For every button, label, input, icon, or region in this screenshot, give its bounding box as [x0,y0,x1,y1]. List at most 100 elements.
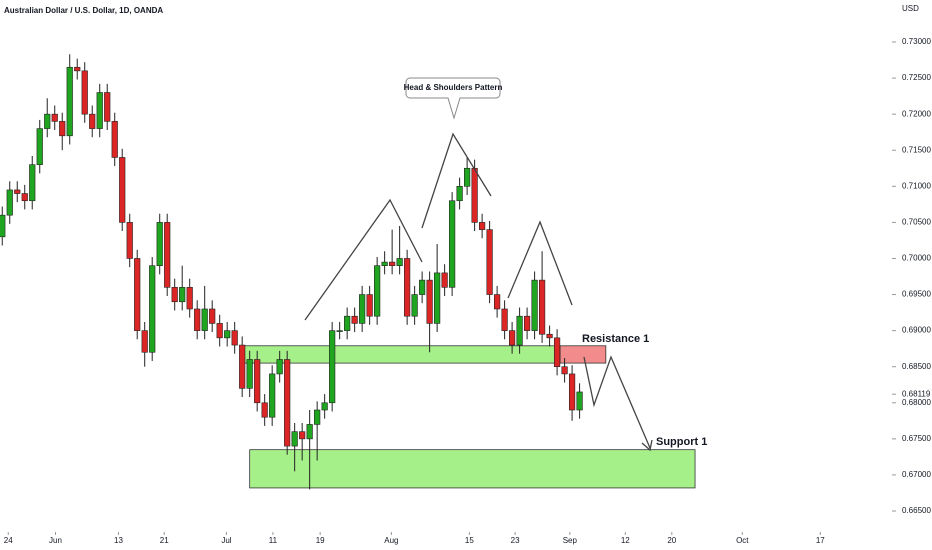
candle-body [411,294,418,317]
candle-body [209,308,216,324]
candle-body [456,186,463,202]
y-tick-label: 0.67500 [902,434,931,443]
y-tick-label: 0.66500 [902,506,931,515]
candle-body [516,315,523,346]
candle-body [186,287,193,310]
candle-body [149,265,156,353]
y-tick-label: 0.68119 [902,389,931,398]
support-label: Support 1 [656,436,707,448]
y-axis-label: USD [902,4,919,13]
candle-body [501,308,508,331]
candle-body [479,222,486,230]
candle-body [464,167,471,187]
zone [559,345,607,364]
candle-body [538,279,546,335]
candle-body [36,128,43,165]
callout-box [405,77,501,120]
candle-body [546,333,553,339]
x-tick-label: 12 [621,536,630,545]
candle-body [351,315,358,324]
arrow-head [641,439,653,452]
candle-body [381,261,388,266]
candle-body [426,279,433,324]
candle-body [419,279,426,295]
x-tick-label: 11 [269,536,278,545]
x-tick-label: 20 [667,536,676,545]
y-tick-label: 0.73000 [902,37,931,46]
candle-body [66,66,73,137]
candle-body [471,167,478,223]
x-tick-label: 17 [816,536,825,545]
x-tick-label: 13 [114,536,123,545]
candle-body [396,258,403,266]
candle-body [194,308,201,331]
candle-body [284,359,291,447]
candle-body [568,373,576,411]
x-tick-label: Jul [221,536,231,545]
candle-body [314,409,321,425]
x-tick-label: 21 [160,536,169,545]
candle-body [171,287,178,303]
candle-body [336,330,343,332]
candle-body [119,157,126,223]
y-tick-label: 0.68000 [902,398,931,407]
candle-body [553,337,561,368]
candle-body [389,261,396,266]
candle-body [179,287,186,303]
candle-body [344,315,351,331]
candle-body [134,258,141,331]
left-shoulder-line [304,198,423,321]
candle-body [0,214,6,238]
candle-body [404,258,411,317]
candle-body [524,315,531,331]
candle-body [89,113,96,129]
candle-body [531,279,538,331]
candle-body [141,330,148,353]
right-shoulder-line [507,220,573,306]
candle-body [246,359,253,389]
resistance-label: Resistance 1 [582,333,649,345]
x-tick-label: Jun [49,536,62,545]
x-tick-label: 24 [4,536,13,545]
candle-body [126,222,133,259]
candle-body [14,189,21,194]
y-tick-label: 0.72000 [902,109,931,118]
callout-text: Head & Shoulders Pattern [404,83,503,92]
zone [249,449,696,489]
projection-line [583,355,651,449]
x-tick-label: 15 [465,536,474,545]
candle-body [81,70,88,115]
candle-body [231,330,238,346]
pattern-lines [304,132,653,452]
candle-body [59,121,66,137]
x-tick-label: Oct [736,536,749,545]
candle-body [509,330,516,346]
callout: Head & Shoulders Pattern [404,77,503,120]
candle-body [374,265,381,317]
candle-body [239,344,246,389]
chart-title: Australian Dollar / U.S. Dollar, 1D, OAN… [4,6,163,15]
candle-body [6,189,13,216]
candle-body [321,402,328,411]
candle-body [104,92,111,122]
candle-body [306,424,313,440]
candle-body [366,294,373,317]
candle-body [276,359,283,375]
x-tick-label: 19 [316,536,325,545]
candle-body [74,66,81,72]
candle-body [111,121,118,158]
candles [0,54,583,490]
y-tick-label: 0.70000 [902,254,931,263]
candle-body [201,308,208,331]
x-tick-label: Aug [384,536,398,545]
candle-body [254,359,261,404]
candle-body [216,323,223,339]
y-tick-label: 0.67000 [902,470,931,479]
candle-body [494,294,501,310]
candle-body [261,402,268,418]
head-line [421,132,492,229]
candle-body [299,431,306,440]
candle-body [224,330,231,339]
candle-body [441,272,448,288]
